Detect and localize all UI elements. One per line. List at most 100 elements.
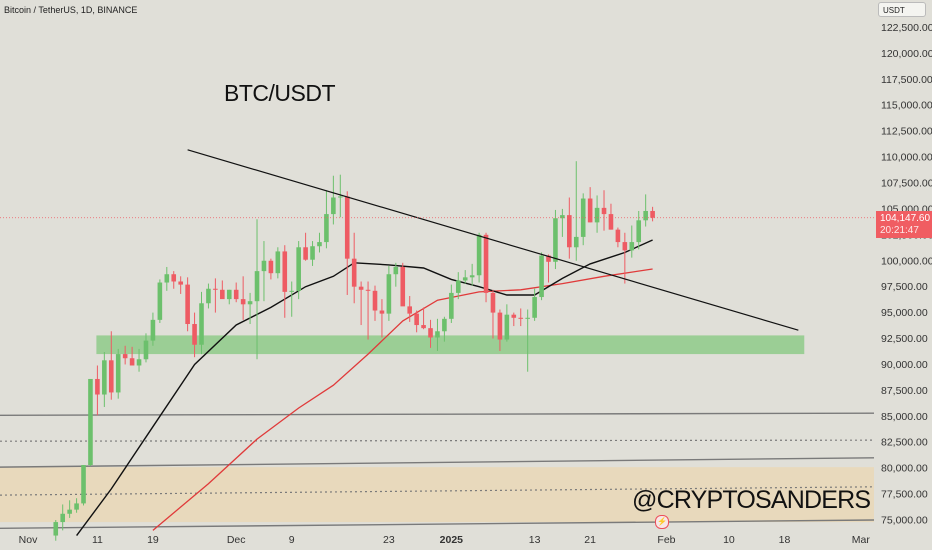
candle-body-15 — [157, 282, 163, 320]
candle-body-69 — [532, 297, 537, 318]
chart-annotation-title: BTC/USDT — [224, 80, 336, 106]
candle-body-4 — [81, 465, 86, 504]
x-tick-label: 21 — [584, 534, 596, 546]
time-axis: Nov 11 19 Dec 9 23 2025 13 21 Feb 10 18 Mar — [19, 534, 871, 546]
candle-body-14 — [150, 319, 156, 341]
y-tick-label: 85,000.00 — [881, 411, 928, 423]
y-tick-label: 117,500.00 — [881, 74, 932, 86]
candle-body-38 — [317, 242, 322, 247]
candle-body-51 — [407, 306, 412, 314]
candle-body-56 — [442, 318, 447, 332]
lightning-icon[interactable]: ⚡ — [655, 515, 669, 529]
candle-body-3 — [74, 503, 79, 510]
last-price-tag: 104,147.60 20:21:47 — [876, 211, 932, 238]
candle-body-30 — [261, 260, 267, 272]
candle-body-1 — [60, 513, 65, 523]
candle-body-59 — [462, 277, 468, 281]
candle-body-21 — [199, 303, 204, 345]
range-zone — [0, 467, 874, 523]
candle-body-33 — [282, 251, 288, 292]
x-tick-label: 19 — [147, 534, 159, 546]
y-tick-label: 87,500.00 — [881, 385, 928, 397]
candle-body-83 — [629, 242, 635, 251]
candle-body-31 — [268, 260, 274, 274]
candle-body-11 — [129, 358, 135, 366]
candle-body-64 — [497, 312, 503, 340]
candle-body-9 — [115, 354, 121, 393]
y-tick-label: 80,000.00 — [881, 463, 928, 475]
candle-body-49 — [393, 266, 399, 275]
y-tick-label: 120,000.00 — [881, 48, 932, 60]
symbol-header: Bitcoin / TetherUS, 1D, BINANCE — [4, 5, 138, 15]
candle-body-70 — [539, 255, 544, 298]
candle-body-73 — [560, 215, 565, 219]
y-tick-label: 115,000.00 — [881, 100, 932, 112]
candle-body-28 — [247, 301, 253, 305]
x-tick-label: 11 — [92, 534, 103, 546]
x-tick-label: 9 — [289, 534, 295, 546]
support-zone — [96, 335, 805, 355]
candle-body-2 — [67, 509, 72, 514]
candle-body-46 — [372, 290, 378, 311]
candle-body-62 — [483, 234, 489, 293]
x-tick-label: Nov — [19, 534, 38, 546]
candle-body-41 — [338, 196, 343, 198]
candle-body-80 — [608, 214, 614, 230]
candle-body-53 — [421, 325, 426, 329]
x-tick-label: Dec — [227, 534, 246, 546]
candle-body-60 — [469, 275, 475, 278]
candle-body-45 — [365, 289, 371, 291]
level-line-2 — [0, 457, 875, 468]
candle-body-74 — [567, 215, 572, 248]
candle-body-10 — [122, 354, 128, 359]
candle-body-44 — [358, 286, 364, 290]
level-line-0 — [0, 412, 875, 416]
zones-layer — [0, 335, 874, 523]
candle-body-43 — [351, 258, 357, 287]
candle-body-54 — [428, 328, 433, 338]
candles-layer — [53, 161, 655, 541]
candle-body-5 — [88, 378, 93, 466]
candle-body-78 — [594, 207, 600, 223]
candle-body-23 — [213, 288, 218, 290]
candle-body-63 — [490, 292, 496, 313]
candle-body-29 — [254, 271, 260, 302]
candle-body-27 — [240, 299, 246, 305]
y-tick-label: 82,500.00 — [881, 437, 928, 449]
candle-body-76 — [580, 198, 586, 237]
candle-body-82 — [622, 242, 628, 251]
price-axis: 75,000.00 77,500.00 80,000.00 82,500.00 85,0… — [881, 22, 932, 527]
candle-body-6 — [95, 378, 100, 395]
y-tick-label: 122,500.00 — [881, 22, 932, 34]
candle-body-61 — [476, 234, 482, 276]
trendline — [187, 149, 799, 331]
y-tick-label: 107,500.00 — [881, 177, 932, 189]
candle-body-40 — [331, 197, 336, 215]
candle-body-25 — [226, 289, 232, 300]
candle-body-55 — [435, 331, 440, 338]
x-tick-label: 10 — [723, 534, 735, 546]
candle-body-67 — [518, 317, 524, 319]
candle-body-22 — [206, 288, 211, 304]
candle-body-81 — [615, 229, 621, 243]
x-tick-label: Mar — [852, 534, 871, 546]
moving-average-short-line — [76, 239, 653, 537]
candle-body-36 — [303, 247, 308, 260]
candle-body-18 — [178, 281, 183, 285]
x-tick-label: 23 — [383, 534, 395, 546]
x-tick-label: 13 — [529, 534, 541, 546]
candle-body-35 — [296, 247, 301, 291]
candle-body-58 — [455, 280, 461, 293]
candle-body-71 — [546, 255, 551, 262]
y-tick-label: 92,500.00 — [881, 333, 928, 345]
y-tick-label: 110,000.00 — [881, 152, 932, 164]
last-price-value: 104,147.60 — [880, 213, 931, 224]
candle-body-0 — [53, 522, 59, 536]
candle-body-16 — [164, 274, 170, 283]
moving-average-long-line — [152, 268, 653, 531]
candle-body-24 — [220, 289, 225, 300]
candle-body-65 — [504, 314, 510, 340]
x-tick-label: Feb — [657, 534, 675, 546]
currency-button[interactable]: USDT — [878, 2, 926, 17]
